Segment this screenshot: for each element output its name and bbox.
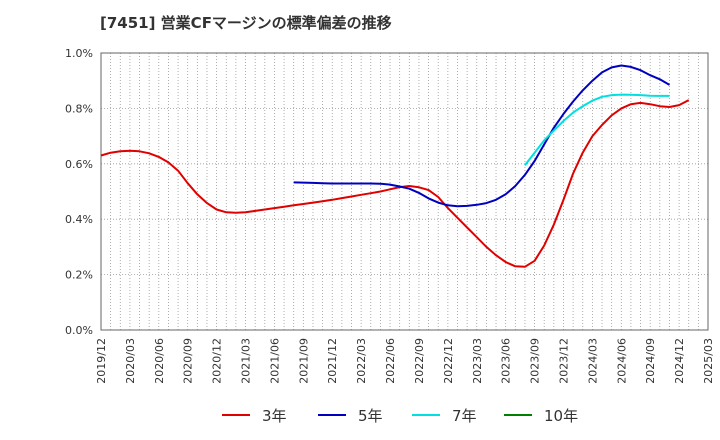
x-tick-label: 2024/06 (615, 338, 628, 384)
x-tick-label: 2021/06 (268, 338, 281, 384)
x-tick-label: 2022/03 (355, 338, 368, 384)
legend-swatch-7yr (412, 414, 440, 416)
x-tick-label: 2021/09 (297, 338, 310, 384)
x-tick-label: 2023/06 (500, 338, 513, 384)
x-tick-label: 2023/12 (557, 338, 570, 384)
x-tick-label: 2023/09 (529, 338, 542, 384)
legend-item-10yr: 10年 (504, 402, 578, 428)
x-tick-label: 2022/09 (413, 338, 426, 384)
legend-swatch-10yr (504, 414, 532, 416)
line-chart: 0.0% 0.2% 0.4% 0.6% 0.8% 1.0% 2019/12 2020/03 20… (65, 47, 715, 384)
series-line-1 (293, 64, 670, 208)
y-tick-label: 0.2% (65, 269, 93, 282)
chart-title: [7451] 営業CFマージンの標準偏差の推移 (100, 14, 392, 32)
legend-label-3yr: 3年 (262, 406, 287, 425)
y-tick-label: 1.0% (65, 47, 93, 60)
plot-area (101, 53, 708, 330)
x-tick-label: 2023/03 (471, 338, 484, 384)
legend-item-3yr: 3年 (222, 402, 287, 428)
x-tick-label: 2025/03 (702, 338, 715, 384)
y-tick-label: 0.8% (65, 102, 93, 115)
chart-legend: 3年 5年 7年 10年 (0, 402, 720, 428)
legend-swatch-5yr (318, 414, 346, 416)
x-tick-label: 2024/12 (673, 338, 686, 384)
x-tick-label: 2020/06 (153, 338, 166, 384)
legend-label-5yr: 5年 (358, 406, 383, 425)
legend-item-5yr: 5年 (318, 402, 383, 428)
legend-label-10yr: 10年 (544, 406, 579, 425)
x-tick-label: 2021/03 (240, 338, 253, 384)
y-tick-label: 0.0% (65, 324, 93, 337)
y-tick-label: 0.6% (65, 158, 93, 171)
x-tick-label: 2024/09 (644, 338, 657, 384)
x-tick-label: 2020/09 (182, 338, 195, 384)
legend-item-7yr: 7年 (412, 402, 477, 428)
x-tick-label: 2022/06 (384, 338, 397, 384)
x-tick-label: 2020/12 (211, 338, 224, 384)
legend-swatch-3yr (222, 414, 250, 416)
plot-frame (100, 52, 709, 331)
legend-label-7yr: 7年 (452, 406, 477, 425)
x-tick-label: 2021/12 (326, 338, 339, 384)
x-tick-label: 2022/12 (442, 338, 455, 384)
series-line-0 (100, 99, 690, 268)
y-tick-label: 0.4% (65, 213, 93, 226)
x-tick-label: 2024/03 (586, 338, 599, 384)
x-tick-label: 2020/03 (124, 338, 137, 384)
x-tick-label: 2019/12 (95, 338, 108, 384)
series-line-2 (524, 93, 670, 166)
